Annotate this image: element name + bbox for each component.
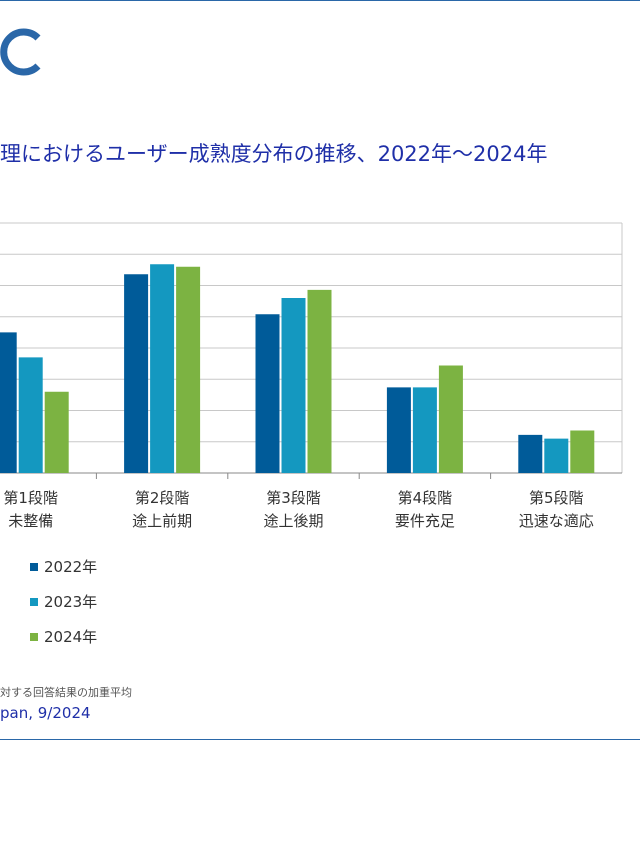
x-tick-label: 第4段階: [398, 489, 453, 507]
legend-swatch-2024: [30, 632, 38, 641]
bar-2022年-1: [0, 332, 17, 473]
legend-item-2022: 2022年: [30, 549, 97, 584]
legend-swatch-2023: [30, 597, 38, 606]
page-title: 理におけるユーザー成熟度分布の推移、2022年～2024年: [0, 142, 548, 166]
x-tick-label: 第3段階: [266, 489, 321, 507]
x-tick-label: 第1段階: [3, 489, 58, 507]
legend-label-2024: 2024年: [44, 628, 98, 646]
legend-swatch-2022: [30, 562, 38, 571]
x-tick-label: 要件充足: [395, 512, 455, 530]
legend-item-2023: 2023年: [30, 584, 97, 619]
brand-logo: [0, 28, 41, 76]
x-tick-label: 第2段階: [135, 489, 190, 507]
bar-2022年-5: [518, 434, 543, 473]
x-tick-label: 第5段階: [529, 489, 584, 507]
bar-2023年-1: [18, 357, 43, 473]
bar-2022年-3: [255, 314, 280, 473]
legend-label-2023: 2023年: [44, 593, 98, 611]
bar-2024年-5: [570, 430, 595, 473]
x-tick-label: 途上後期: [263, 512, 323, 530]
chart-legend: 2022年 2023年 2024年: [30, 549, 97, 654]
x-tick-label: 途上前期: [132, 512, 192, 530]
bar-2024年-1: [44, 391, 69, 473]
bar-2022年-4: [386, 387, 411, 473]
footnote: 対する回答結果の加重平均: [0, 686, 132, 699]
bottom-rule: [0, 739, 640, 740]
bar-2024年-4: [438, 365, 463, 473]
bar-2023年-5: [544, 438, 569, 473]
legend-item-2024: 2024年: [30, 619, 97, 654]
x-tick-label: 未整備: [8, 512, 53, 530]
bar-2024年-2: [176, 266, 201, 473]
top-rule: [0, 0, 640, 1]
bar-2023年-3: [281, 298, 306, 473]
legend-label-2022: 2022年: [44, 558, 98, 576]
x-tick-label: 迅速な適応: [519, 512, 594, 530]
source-citation: pan, 9/2024: [0, 704, 91, 722]
bar-2023年-4: [412, 387, 437, 473]
bar-2024年-3: [307, 289, 332, 473]
bar-2022年-2: [124, 274, 149, 473]
bar-2023年-2: [150, 264, 175, 473]
